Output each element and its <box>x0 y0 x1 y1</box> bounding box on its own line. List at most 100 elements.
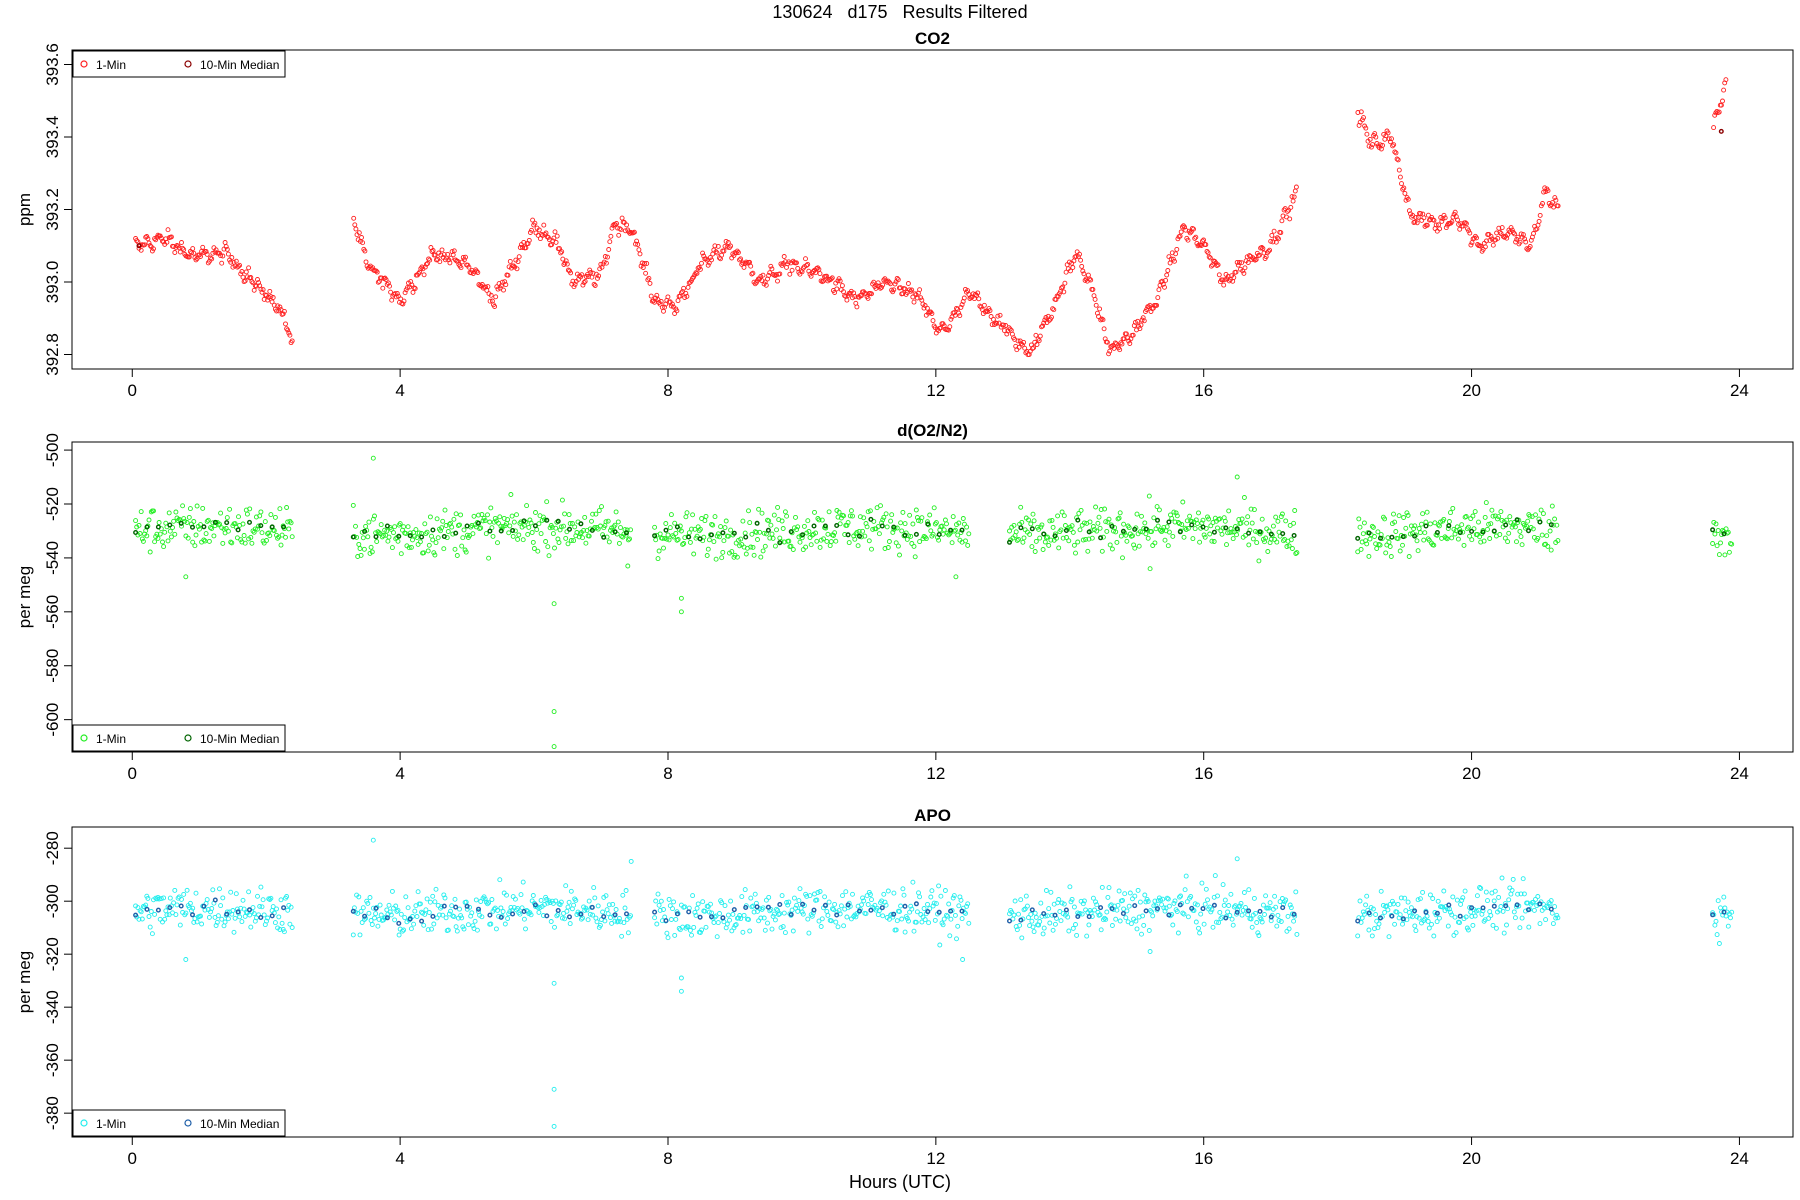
data-point <box>793 514 798 520</box>
data-point <box>1254 920 1260 925</box>
data-point <box>497 514 503 520</box>
data-point <box>1162 284 1167 290</box>
data-point <box>1728 915 1733 921</box>
data-point <box>625 563 631 569</box>
median-point <box>521 518 527 524</box>
data-point <box>209 526 215 531</box>
data-point <box>1141 922 1147 928</box>
data-point <box>1448 909 1453 915</box>
data-point <box>177 249 183 255</box>
data-point <box>488 921 494 927</box>
data-point <box>505 916 511 921</box>
data-point <box>378 522 384 528</box>
data-point <box>1386 539 1392 545</box>
data-point <box>813 530 819 536</box>
data-point <box>1073 550 1078 556</box>
data-point <box>1147 566 1153 572</box>
data-point <box>1233 269 1239 275</box>
data-point <box>1366 553 1372 559</box>
data-point <box>1552 516 1558 522</box>
data-point <box>722 525 728 531</box>
data-point <box>690 893 696 899</box>
data-point <box>894 918 900 924</box>
data-point <box>251 287 257 293</box>
data-point <box>430 893 436 899</box>
data-point <box>800 547 806 553</box>
data-point <box>880 282 886 288</box>
data-point <box>780 526 786 531</box>
median-point <box>544 517 550 523</box>
data-point <box>498 905 504 911</box>
data-point <box>1387 139 1393 145</box>
data-point <box>1406 208 1412 214</box>
data-point <box>814 897 820 903</box>
median-point <box>189 912 195 918</box>
y-tick-label: 393.4 <box>43 116 62 159</box>
data-point <box>215 913 221 919</box>
data-point <box>161 895 167 901</box>
data-point <box>442 507 448 513</box>
median-point <box>743 534 749 540</box>
data-point <box>1480 528 1486 533</box>
data-point <box>486 900 492 906</box>
data-point <box>277 927 283 932</box>
median-point <box>1120 911 1126 917</box>
data-point <box>1416 915 1422 921</box>
median-point <box>464 903 470 909</box>
data-point <box>564 261 570 267</box>
data-point <box>891 287 897 293</box>
median-point <box>441 534 447 540</box>
data-point <box>471 513 477 519</box>
data-point <box>1486 521 1492 527</box>
median-point <box>178 520 184 526</box>
legend-label: 10-Min Median <box>200 58 279 72</box>
data-point <box>228 889 234 895</box>
data-point <box>578 916 584 922</box>
data-point <box>902 286 908 292</box>
data-point <box>1066 538 1072 544</box>
data-point <box>1046 542 1052 548</box>
data-point <box>581 527 587 533</box>
data-point <box>542 517 547 523</box>
data-point <box>1443 225 1449 231</box>
data-point <box>457 906 462 912</box>
data-point <box>1518 891 1524 897</box>
median-point <box>1480 529 1486 535</box>
median-point <box>521 909 527 915</box>
data-point <box>474 268 480 274</box>
median-point <box>1143 908 1149 914</box>
data-point <box>1169 515 1175 521</box>
data-point <box>666 896 672 902</box>
data-point <box>1173 510 1179 516</box>
data-point <box>358 908 364 914</box>
median-point <box>731 530 737 536</box>
data-point <box>1030 346 1035 351</box>
data-point <box>655 891 661 897</box>
data-point <box>259 904 265 910</box>
data-point <box>589 518 594 524</box>
data-point <box>266 530 272 536</box>
data-point <box>1712 112 1718 118</box>
data-point <box>453 511 459 517</box>
data-point <box>1504 517 1509 523</box>
data-point <box>1182 224 1188 230</box>
data-point <box>170 525 175 530</box>
data-point <box>1725 923 1731 929</box>
data-point <box>256 523 262 529</box>
data-point <box>1426 925 1432 931</box>
data-point <box>152 911 158 917</box>
data-point <box>386 902 392 908</box>
data-point <box>965 542 971 548</box>
data-point <box>1097 525 1103 531</box>
data-point <box>1490 242 1496 248</box>
data-point <box>1266 528 1272 534</box>
data-point <box>889 512 895 518</box>
data-point <box>758 915 764 921</box>
data-point <box>652 915 658 921</box>
data-point <box>963 538 968 544</box>
median-point <box>709 532 715 538</box>
data-point <box>1068 268 1073 274</box>
median-point <box>373 905 379 911</box>
data-point <box>866 538 872 544</box>
